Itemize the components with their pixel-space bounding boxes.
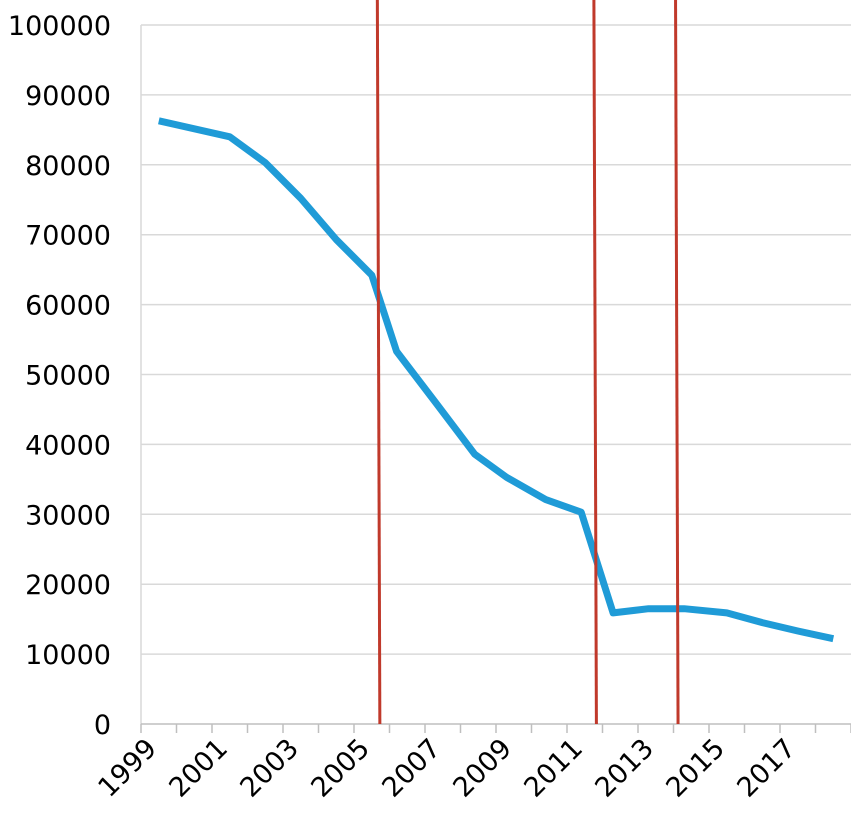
y-tick-label: 90000 xyxy=(25,81,111,112)
x-tick-label: 2009 xyxy=(447,733,518,804)
y-tick-label: 10000 xyxy=(25,640,111,671)
y-tick-label: 100000 xyxy=(8,11,111,42)
y-tick-label: 70000 xyxy=(25,221,111,252)
series-lines xyxy=(158,117,835,643)
y-tick-label: 50000 xyxy=(25,361,111,392)
x-tick-label: 2017 xyxy=(731,733,802,804)
y-tick-label: 40000 xyxy=(25,430,111,461)
y-tick-label: 80000 xyxy=(25,151,111,182)
x-tick-label: 2015 xyxy=(660,733,731,804)
x-tick-label: 2013 xyxy=(589,733,660,804)
x-axis-tick-labels: 1999 2001 2003 2005 2007 2009 2011 2013 2015 2017 xyxy=(92,733,802,804)
event-markers xyxy=(375,0,680,725)
gridlines xyxy=(140,24,851,724)
y-tick-label: 30000 xyxy=(25,500,111,531)
x-tick-label: 2007 xyxy=(376,733,447,804)
y-tick-label: 60000 xyxy=(25,291,111,322)
x-tick-label: 2001 xyxy=(163,733,234,804)
event-marker-line xyxy=(674,0,680,725)
x-tick-label: 2011 xyxy=(518,733,589,804)
series-line-0 xyxy=(158,117,835,643)
x-tick-label: 2005 xyxy=(305,733,376,804)
x-tick-label: 2003 xyxy=(234,733,305,804)
event-marker-line xyxy=(592,0,598,725)
event-marker-line xyxy=(375,0,382,725)
x-axis xyxy=(140,723,851,733)
x-tick-label: 1999 xyxy=(92,733,163,804)
y-tick-label: 20000 xyxy=(25,570,111,601)
y-axis-tick-labels: 0 10000 20000 30000 40000 50000 60000 70000 8000… xyxy=(8,11,111,741)
y-tick-label: 0 xyxy=(94,710,111,741)
